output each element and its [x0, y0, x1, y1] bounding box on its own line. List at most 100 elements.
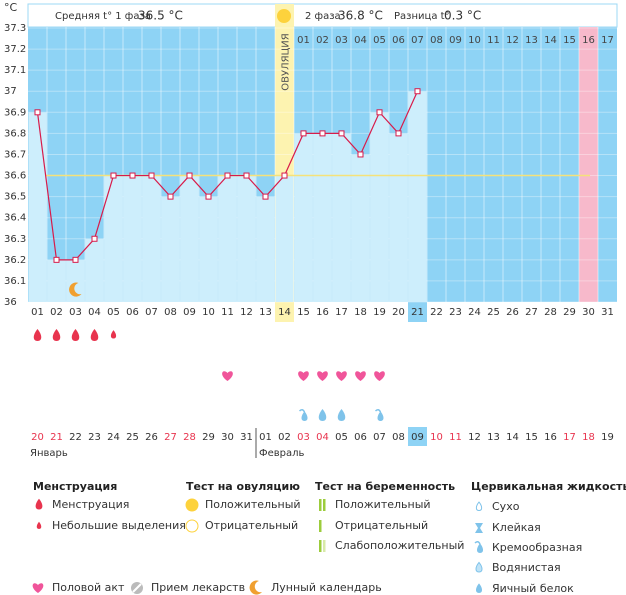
legend-icon: [185, 519, 199, 533]
y-tick-label: 36.2: [4, 255, 26, 266]
x-tick-label: 08: [164, 307, 177, 318]
temp-bar: [28, 112, 47, 302]
post-ovulation-day: 07: [411, 35, 424, 46]
date-label: 03: [297, 432, 310, 443]
legend-item: Положительный: [205, 498, 301, 511]
legend-item: Лунный календарь: [271, 581, 382, 594]
phase2-value: 36.8 °C: [338, 9, 383, 23]
date-label: 09: [411, 432, 424, 443]
legend-item: Положительный: [335, 498, 431, 511]
phase1-label: Средняя t° 1 фаза: [55, 11, 151, 22]
date-label: 12: [468, 432, 481, 443]
x-tick-label: 25: [487, 307, 500, 318]
date-label: 17: [563, 432, 576, 443]
egg-white-icon: [337, 409, 346, 421]
temp-bar: [85, 238, 104, 302]
legend-icon: [477, 543, 483, 553]
pink-col: [579, 27, 598, 302]
legend-item: Кремообразная: [492, 541, 582, 554]
legend-icon: [323, 540, 326, 552]
y-tick-label: 36.6: [4, 171, 26, 182]
x-tick-label: 30: [582, 307, 595, 318]
spotting-icon: [110, 330, 117, 339]
legend-item: Слабоположительный: [335, 539, 464, 552]
legend-item: Менструация: [52, 498, 129, 511]
legend-icon: [475, 501, 483, 512]
post-ovulation-day: 06: [392, 35, 405, 46]
temp-bar: [142, 175, 161, 302]
x-tick-label: 14: [278, 307, 291, 318]
legend-icon: [319, 499, 322, 511]
legend-icon: [319, 520, 322, 532]
temp-point: [148, 172, 155, 179]
temp-bar: [332, 133, 351, 302]
x-tick-label: 15: [297, 307, 310, 318]
date-label: 11: [449, 432, 462, 443]
date-label: 14: [506, 432, 519, 443]
temp-point: [357, 151, 364, 158]
diff-value: 0.3 °C: [444, 9, 481, 23]
y-tick-label: 37.3: [4, 23, 26, 34]
temp-point: [338, 130, 345, 137]
temp-point: [243, 172, 250, 179]
legend-icon: [475, 523, 483, 533]
date-label: 29: [202, 432, 215, 443]
post-ovulation-day: 02: [316, 35, 329, 46]
y-tick-label: 36.8: [4, 128, 26, 139]
temp-bar: [218, 175, 237, 302]
date-label: 19: [601, 432, 614, 443]
creamy-icon-tail: [374, 408, 382, 413]
post-ovulation-day: 11: [487, 35, 500, 46]
legend-title: Цервикальная жидкость: [471, 480, 626, 493]
x-tick-label: 06: [126, 307, 139, 318]
creamy-icon: [377, 411, 384, 421]
moon-icon: [69, 282, 82, 297]
egg-white-icon: [318, 409, 327, 421]
temp-point: [224, 172, 231, 179]
temp-bar: [47, 259, 66, 302]
legend-icon: [476, 583, 482, 593]
month-label: Февраль: [259, 448, 305, 459]
date-label: 07: [373, 432, 386, 443]
temp-bar: [408, 91, 427, 302]
post-ovulation-day: 08: [430, 35, 443, 46]
legend-title: Тест на беременность: [315, 480, 455, 493]
legend-icon: [475, 561, 483, 573]
legend-icon: [319, 540, 322, 552]
intercourse-icon: [222, 371, 233, 381]
x-tick-label: 21: [411, 307, 424, 318]
post-ovulation-day: 10: [468, 35, 481, 46]
legend-item: Отрицательный: [335, 519, 428, 532]
legend-icon: [35, 498, 43, 510]
temp-bar: [370, 112, 389, 302]
intercourse-icon: [298, 371, 309, 381]
ovulation-icon: [277, 9, 291, 23]
x-tick-label: 12: [240, 307, 253, 318]
legend-item: Яичный белок: [492, 582, 574, 595]
date-label: 08: [392, 432, 405, 443]
legend-icon: [132, 583, 142, 593]
intercourse-icon: [317, 371, 328, 381]
legend-item: Водянистая: [492, 561, 561, 574]
x-tick-label: 24: [468, 307, 481, 318]
intercourse-icon: [374, 371, 385, 381]
date-label: 25: [126, 432, 139, 443]
creamy-icon: [301, 411, 308, 421]
y-tick-label: 36.5: [4, 192, 26, 203]
phase2-label: 2 фаза: [305, 11, 341, 22]
temp-point: [72, 256, 79, 263]
x-tick-label: 09: [183, 307, 196, 318]
y-tick-label: 37.2: [4, 44, 26, 55]
post-ovulation-day: 09: [449, 35, 462, 46]
x-tick-label: 11: [221, 307, 234, 318]
temp-point: [205, 193, 212, 200]
post-ovulation-day: 13: [525, 35, 538, 46]
temp-point: [53, 256, 60, 263]
temp-point: [376, 109, 383, 116]
date-label: 30: [221, 432, 234, 443]
temp-point: [395, 130, 402, 137]
legend-icon: [249, 580, 262, 595]
date-label: 04: [316, 432, 329, 443]
date-label: 02: [278, 432, 291, 443]
post-ovulation-day: 01: [297, 35, 310, 46]
